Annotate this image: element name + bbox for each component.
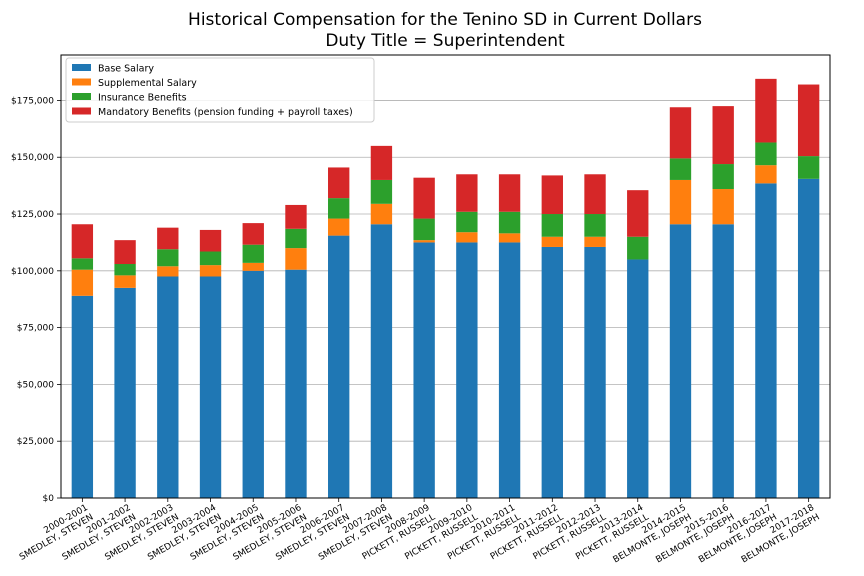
bar-segment bbox=[285, 228, 307, 249]
bar-segment bbox=[199, 265, 222, 277]
x-tick-label: 2000-2001SMEDLEY, STEVEN bbox=[13, 503, 96, 563]
bar-segment bbox=[370, 145, 393, 180]
y-tick-label: $150,000 bbox=[11, 153, 54, 163]
bar-segment bbox=[199, 276, 222, 498]
bar-segment bbox=[370, 224, 393, 498]
y-tick-label: $50,000 bbox=[17, 380, 54, 390]
bar-segment bbox=[797, 156, 820, 179]
y-tick-label: $0 bbox=[43, 494, 55, 504]
bar-segment bbox=[498, 233, 521, 243]
bar-segment bbox=[627, 236, 649, 260]
bar-segment bbox=[285, 269, 307, 498]
bar-segment bbox=[370, 203, 393, 225]
bar-segment bbox=[328, 218, 350, 236]
bar-segment bbox=[413, 218, 435, 241]
bar-segment bbox=[157, 276, 179, 498]
bar-segment bbox=[199, 229, 222, 252]
bar-segment bbox=[627, 190, 649, 237]
bar-segment bbox=[712, 189, 734, 225]
bar-segment bbox=[669, 179, 692, 225]
bar-segment bbox=[498, 174, 521, 212]
bar-segment bbox=[541, 175, 563, 215]
bar-segment bbox=[456, 174, 478, 212]
bars bbox=[71, 78, 820, 499]
bar-segment bbox=[541, 246, 563, 498]
legend-label: Base Salary bbox=[98, 64, 154, 75]
bar-segment bbox=[755, 165, 777, 184]
bar-segment bbox=[71, 258, 94, 270]
x-axis: 2000-2001SMEDLEY, STEVEN2001-2002SMEDLEY… bbox=[13, 498, 822, 565]
legend-swatch bbox=[72, 64, 91, 71]
bar-segment bbox=[669, 107, 692, 159]
legend-swatch bbox=[72, 107, 91, 115]
bar-segment bbox=[114, 264, 136, 276]
bar-segment bbox=[712, 224, 734, 498]
bar-segment bbox=[498, 211, 521, 234]
y-tick-label: $175,000 bbox=[11, 96, 54, 106]
bar-segment bbox=[328, 198, 350, 219]
legend-label: Insurance Benefits bbox=[98, 93, 187, 104]
bar-segment bbox=[285, 248, 307, 270]
bar-segment bbox=[669, 158, 692, 180]
legend: Base Salary Supplemental Salary Insurance … bbox=[65, 57, 375, 123]
bar-segment bbox=[797, 178, 820, 499]
bar-segment bbox=[541, 214, 563, 237]
bar-segment bbox=[498, 242, 521, 498]
bar-segment bbox=[71, 224, 94, 259]
bar-segment bbox=[755, 78, 777, 143]
bar-segment bbox=[712, 164, 734, 190]
y-tick-label: $100,000 bbox=[11, 267, 54, 277]
bar-segment bbox=[71, 269, 94, 296]
bar-segment bbox=[413, 242, 435, 498]
bar-segment bbox=[114, 240, 136, 265]
chart-subtitle: Duty Title = Superintendent bbox=[325, 31, 565, 51]
bar-segment bbox=[328, 235, 350, 498]
bar-segment bbox=[285, 204, 307, 229]
plot-frame bbox=[60, 54, 831, 499]
bar-segment bbox=[242, 244, 264, 263]
bar-segment bbox=[370, 179, 393, 204]
bar-segment bbox=[242, 262, 264, 271]
bar-segment bbox=[157, 227, 179, 250]
bar-segment bbox=[712, 106, 734, 165]
legend-label: Mandatory Benefits (pension funding + pa… bbox=[98, 107, 353, 118]
y-axis: $0 $25,000 $50,000 $75,000 $100,000 $125,000 $… bbox=[11, 96, 61, 504]
bar-segment bbox=[627, 259, 649, 498]
bar-segment bbox=[755, 142, 777, 166]
bar-segment bbox=[669, 224, 692, 498]
bar-segment bbox=[242, 270, 264, 498]
bar-segment bbox=[71, 295, 94, 498]
y-tick-label: $125,000 bbox=[11, 210, 54, 220]
bar-segment bbox=[755, 183, 777, 498]
bar-segment bbox=[242, 223, 264, 245]
legend-swatch bbox=[72, 93, 91, 100]
legend-label: Supplemental Salary bbox=[98, 78, 197, 89]
bar-segment bbox=[199, 251, 222, 266]
bar-segment bbox=[413, 177, 435, 219]
bar-segment bbox=[114, 275, 136, 288]
bar-segment bbox=[584, 214, 606, 237]
bar-segment bbox=[456, 211, 478, 233]
legend-swatch bbox=[72, 78, 91, 86]
bar-segment bbox=[541, 236, 563, 247]
y-tick-label: $25,000 bbox=[17, 437, 54, 447]
bar-segment bbox=[456, 242, 478, 498]
bar-segment bbox=[797, 84, 820, 157]
bar-segment bbox=[114, 287, 136, 498]
bar-segment bbox=[413, 240, 435, 243]
bar-segment bbox=[584, 236, 606, 247]
bar-segment bbox=[328, 167, 350, 199]
bar-segment bbox=[157, 266, 179, 277]
bar-segment bbox=[456, 232, 478, 243]
y-tick-label: $75,000 bbox=[17, 324, 54, 334]
legend-box bbox=[65, 57, 375, 123]
bar-segment bbox=[584, 246, 606, 498]
bar-segment bbox=[157, 249, 179, 267]
chart-title: Historical Compensation for the Tenino S… bbox=[188, 10, 702, 30]
bar-segment bbox=[584, 174, 606, 215]
